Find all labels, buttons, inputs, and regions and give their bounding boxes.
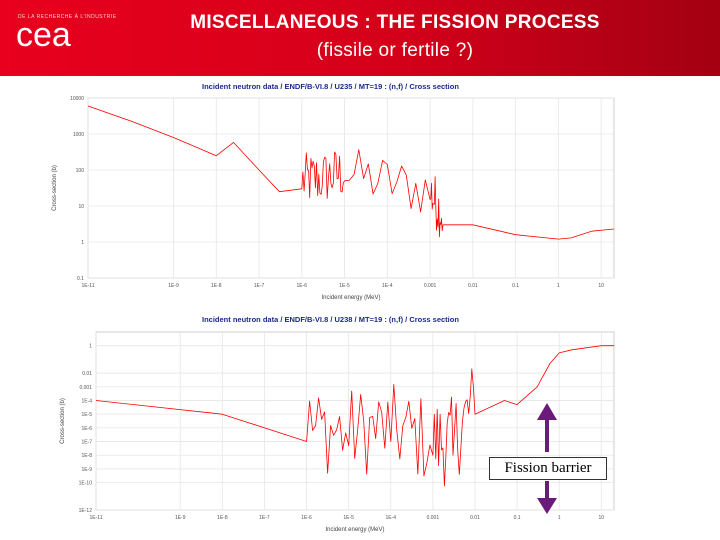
page-subtitle: (fissile or fertile ?): [316, 40, 474, 61]
y-tick-label: 1E-6: [81, 426, 92, 432]
x-tick-label: 1E-4: [382, 283, 393, 289]
y-tick-label: 1: [81, 240, 84, 246]
y-tick-label: 1E-8: [81, 453, 92, 459]
x-tick-label: 1E-8: [217, 515, 228, 521]
chart2-title: Incident neutron data / ENDF/B-VI.8 / U2…: [202, 315, 459, 324]
y-tick-label: 10: [78, 204, 84, 210]
page-title: MISCELLANEOUS : THE FISSION PROCESS: [190, 12, 600, 33]
x-tick-label: 0.01: [468, 283, 478, 289]
x-tick-label: 0.1: [514, 515, 521, 521]
y-tick-label: 0.1: [77, 276, 84, 282]
x-axis-label: Incident energy (MeV): [321, 295, 380, 301]
x-tick-label: 1: [558, 515, 561, 521]
x-tick-label: 1E-8: [211, 283, 222, 289]
x-tick-label: 0.01: [470, 515, 480, 521]
arrow-up-icon: [537, 403, 557, 420]
x-tick-label: 1E-11: [90, 515, 103, 521]
y-axis-label: Cross-section (b): [52, 165, 58, 211]
x-tick-label: 1E-6: [301, 515, 312, 521]
x-tick-label: 0.001: [427, 515, 440, 521]
y-tick-label: 1E-10: [79, 481, 93, 487]
x-tick-label: 1E-4: [385, 515, 396, 521]
y-tick-label: 1E-12: [79, 508, 93, 514]
x-tick-label: 0.1: [512, 283, 519, 289]
logo-tagline: DE LA RECHERCHE À L'INDUSTRIE: [18, 14, 117, 20]
x-tick-label: 1E-9: [168, 283, 179, 289]
x-tick-label: 1E-5: [343, 515, 354, 521]
y-tick-label: 0.001: [79, 385, 92, 391]
y-tick-label: 1E-7: [81, 440, 92, 446]
logo-text: cea: [16, 18, 71, 50]
y-tick-label: 1E-5: [81, 412, 92, 418]
y-tick-label: 100: [76, 168, 85, 174]
y-axis-label: Cross-section (b): [60, 398, 66, 444]
cea-logo: cea: [16, 18, 71, 50]
fission-barrier-label: Fission barrier: [489, 457, 607, 480]
x-tick-label: 1E-11: [82, 283, 95, 289]
arrow-down-icon: [537, 498, 557, 514]
x-tick-label: 1: [557, 283, 560, 289]
x-tick-label: 1E-9: [175, 515, 186, 521]
y-tick-label: 0.01: [82, 371, 92, 377]
y-tick-label: 1: [89, 344, 92, 350]
series-line: [87, 105, 615, 240]
x-tick-label: 10: [599, 515, 605, 521]
y-tick-label: 1000: [73, 132, 84, 138]
series-line: [95, 345, 614, 487]
y-tick-label: 10000: [70, 96, 84, 102]
y-tick-label: 1E-9: [81, 467, 92, 473]
x-tick-label: 0.001: [424, 283, 437, 289]
x-tick-label: 1E-5: [339, 283, 350, 289]
x-tick-label: 10: [598, 283, 604, 289]
x-tick-label: 1E-6: [297, 283, 308, 289]
x-axis-label: Incident energy (MeV): [325, 527, 384, 533]
y-tick-label: 1E-4: [81, 398, 92, 404]
title-banner: DE LA RECHERCHE À L'INDUSTRIE cea MISCEL…: [0, 0, 720, 76]
chart1-title: Incident neutron data / ENDF/B-VI.8 / U2…: [202, 82, 459, 91]
x-tick-label: 1E-7: [254, 283, 265, 289]
x-tick-label: 1E-7: [259, 515, 270, 521]
